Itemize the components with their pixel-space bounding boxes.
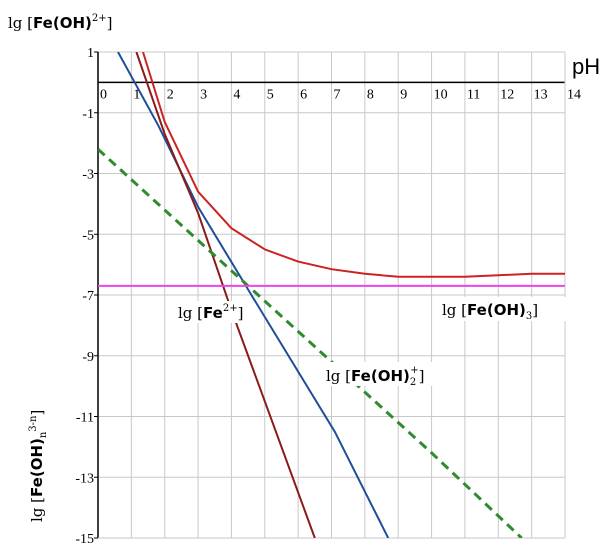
annotation-feoh3-bg — [438, 297, 574, 321]
x-tick-label: 1 — [133, 87, 140, 102]
x-tick-label: 5 — [267, 87, 274, 102]
x-tick-label: 6 — [300, 87, 307, 102]
y-tick-label: -13 — [75, 471, 94, 486]
y-axis-label: lg [Fe(OH)n3-n] — [28, 410, 49, 522]
annotation-fe2: lg [Fe2+] — [178, 303, 243, 322]
x-tick-label: 10 — [434, 87, 448, 102]
series-line-3 — [142, 52, 565, 278]
x-tick-label: 2 — [167, 87, 174, 102]
y-tick-label: -11 — [76, 411, 94, 426]
series-line-0 — [117, 52, 390, 538]
annotation-feoh2-bg — [320, 362, 436, 386]
y-tick-label: -3 — [82, 168, 94, 183]
series-line-1 — [135, 52, 316, 538]
series-group — [98, 52, 565, 538]
x-tick-label: 9 — [400, 87, 407, 102]
x-tick-label: 14 — [567, 87, 581, 102]
grid — [97, 51, 566, 539]
annotation-fe2-bg — [172, 301, 252, 323]
y-tick-label: -1 — [82, 107, 94, 122]
y-tick-label: 1 — [87, 46, 94, 61]
x-axis-label: pH — [572, 54, 600, 79]
x-tick-label: 4 — [233, 87, 240, 102]
x-tick-label: 7 — [334, 87, 341, 102]
y-tick-label: -7 — [82, 289, 94, 304]
x-tick-label: 8 — [367, 87, 374, 102]
x-tick-labels: 0 1 2 3 4 5 6 7 8 9 10 11 12 13 14 — [100, 87, 581, 102]
x-tick-label: 11 — [467, 87, 480, 102]
series-line-2 — [98, 148, 523, 538]
top-label: lg [Fe(OH)2+] — [8, 13, 112, 32]
x-tick-label: 3 — [200, 87, 207, 102]
y-tick-label: -9 — [82, 350, 94, 365]
x-tick-label: 0 — [100, 87, 107, 102]
x-tick-label: 13 — [534, 87, 548, 102]
y-tick-label: -5 — [82, 228, 94, 243]
annotation-feoh3: lg [Fe(OH)3] — [442, 301, 538, 322]
y-tick-labels: 1 -1 -3 -5 -7 -9 -11 -13 -15 — [75, 46, 98, 547]
x-tick-label: 12 — [500, 87, 514, 102]
y-tick-label: -15 — [75, 532, 94, 547]
annotation-feoh2: lg [Fe(OH)2+] — [326, 365, 424, 388]
